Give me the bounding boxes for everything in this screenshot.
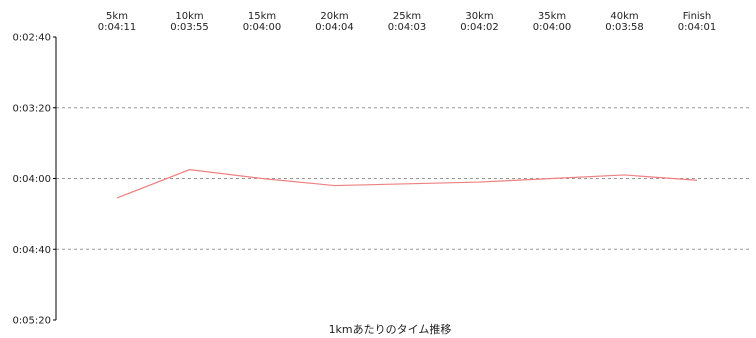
- split-time-label: 0:04:01: [678, 22, 717, 33]
- split-time-label: 0:04:11: [98, 22, 137, 33]
- split-time-label: 0:03:58: [605, 22, 644, 33]
- split-time-label: 0:04:02: [460, 22, 499, 33]
- y-tick-labels: 0:02:40 0:03:20 0:04:00 0:04:40 0:05:20: [12, 33, 51, 327]
- split-time-label: 0:04:00: [243, 22, 282, 33]
- category-label: 15km: [248, 11, 276, 22]
- y-tick-label: 0:05:20: [12, 316, 51, 327]
- pace-series-line: [116, 169, 698, 199]
- split-time-label: 0:04:04: [315, 22, 354, 33]
- y-tick-label: 0:04:40: [12, 245, 51, 256]
- pace-series: [116, 169, 698, 199]
- category-label: 20km: [320, 11, 348, 22]
- category-label: 25km: [393, 11, 421, 22]
- y-tick-label: 0:03:20: [12, 103, 51, 114]
- grid-layer: [53, 36, 752, 321]
- split-labels: 5km0:04:1110km0:03:5515km0:04:0020km0:04…: [98, 11, 717, 33]
- category-label: 30km: [465, 11, 493, 22]
- chart-caption: 1kmあたりのタイム推移: [329, 322, 452, 336]
- category-label: 10km: [175, 11, 203, 22]
- y-tick-label: 0:04:00: [12, 174, 51, 185]
- split-time-label: 0:04:00: [533, 22, 572, 33]
- category-label: 35km: [538, 11, 566, 22]
- category-label: 40km: [610, 11, 638, 22]
- category-label: 5km: [106, 11, 128, 22]
- category-label: Finish: [683, 11, 711, 22]
- y-tick-label: 0:02:40: [12, 33, 51, 44]
- split-time-label: 0:04:03: [388, 22, 427, 33]
- split-time-label: 0:03:55: [170, 22, 209, 33]
